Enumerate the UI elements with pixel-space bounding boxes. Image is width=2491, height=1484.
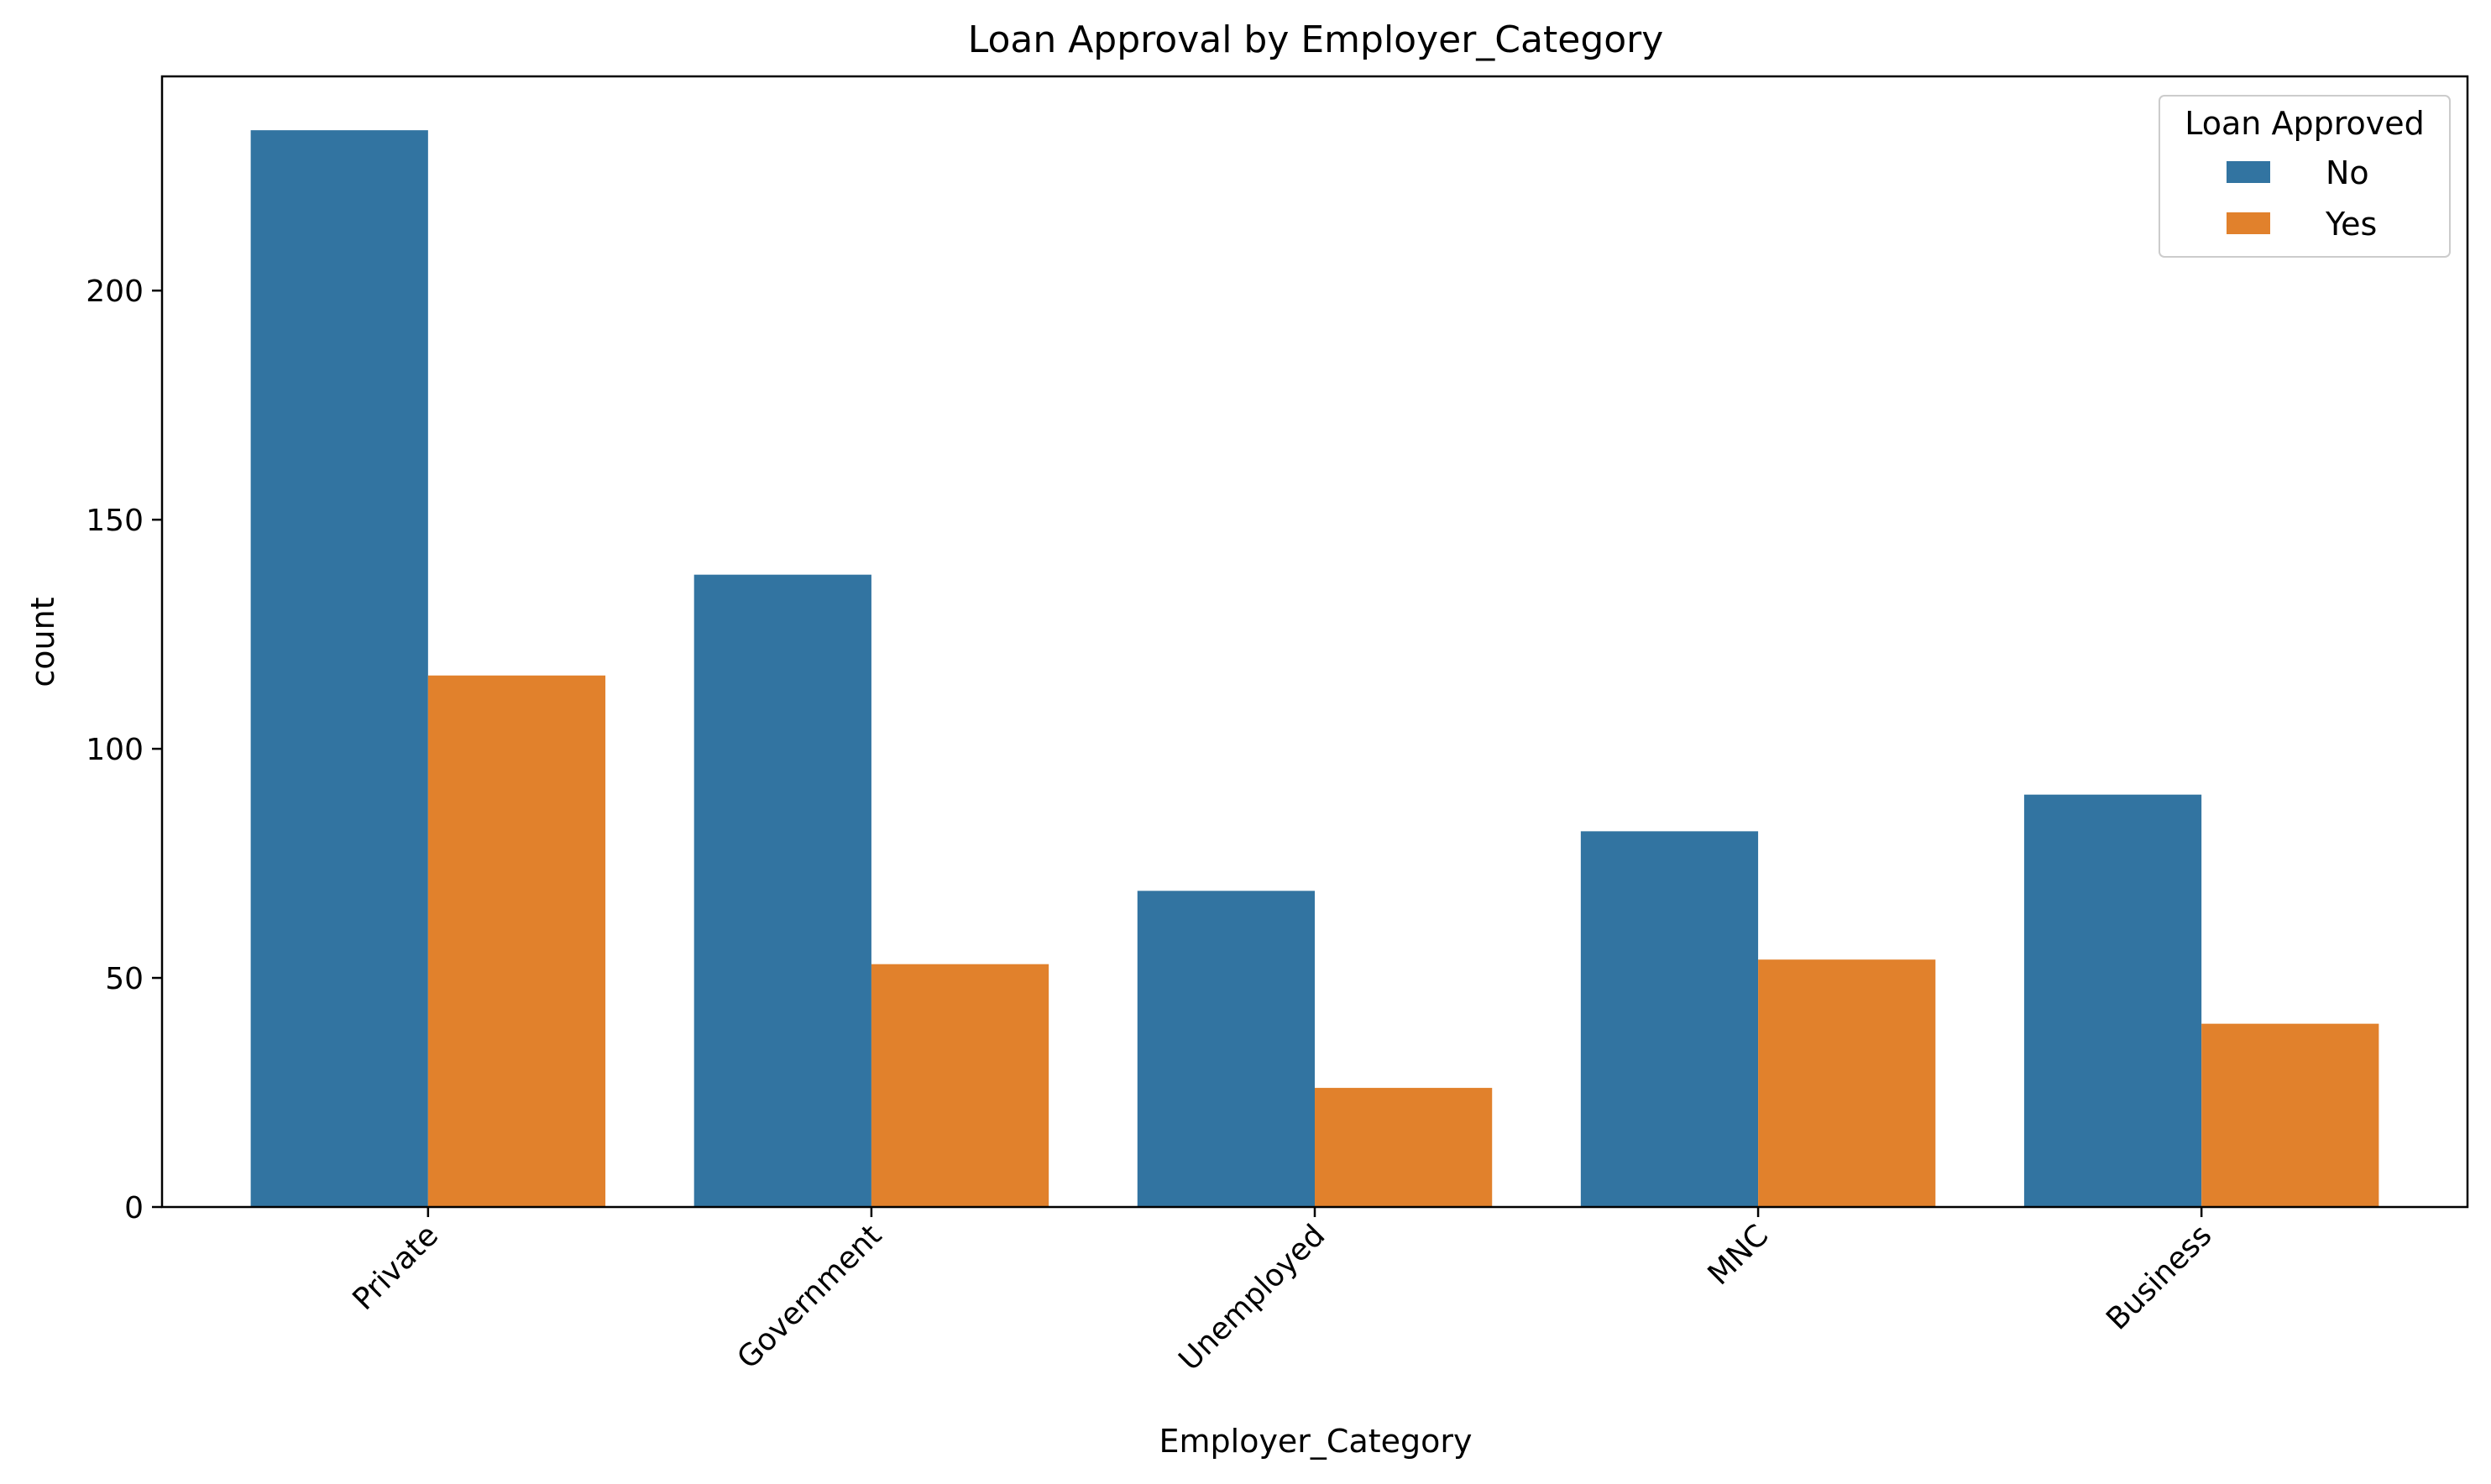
legend-label-no: No: [2326, 154, 2369, 191]
legend: Loan Approved No Yes: [2159, 95, 2451, 258]
x-axis: Private Government Unemployed MNC Business: [346, 1207, 2219, 1377]
x-tick-label: Unemployed: [1172, 1218, 1332, 1377]
legend-label-yes: Yes: [2325, 206, 2377, 243]
y-axis: 0 50 100 150 200: [86, 274, 162, 1225]
y-tick-label: 0: [124, 1191, 144, 1225]
y-tick-label: 50: [105, 962, 144, 996]
bar-private-no: [250, 130, 428, 1207]
bar-unemployed-yes: [1315, 1088, 1493, 1207]
bar-mnc-no: [1580, 831, 1759, 1207]
y-tick-label: 100: [86, 733, 144, 767]
bar-business-yes: [2201, 1023, 2379, 1207]
x-axis-label: Employer_Category: [1159, 1423, 1472, 1460]
bar-government-yes: [871, 964, 1049, 1207]
plot-frame: [160, 75, 2469, 1209]
x-tick-label: Private: [346, 1218, 445, 1317]
y-tick-label: 200: [86, 274, 144, 309]
bar-unemployed-no: [1137, 891, 1315, 1207]
x-tick-label: MNC: [1702, 1218, 1776, 1292]
y-tick-label: 150: [86, 504, 144, 538]
bars-group: [250, 130, 2379, 1207]
chart-title: Loan Approval by Employer_Category: [968, 18, 1664, 61]
legend-swatch-yes: [2227, 212, 2270, 234]
y-axis-label: count: [24, 597, 61, 687]
bar-private-yes: [427, 675, 606, 1207]
bar-government-no: [693, 574, 871, 1207]
bar-mnc-yes: [1758, 959, 1936, 1207]
x-tick-label: Business: [2100, 1218, 2218, 1336]
bar-business-no: [2023, 794, 2202, 1207]
x-tick-label: Government: [731, 1218, 889, 1376]
legend-title: Loan Approved: [2185, 105, 2424, 142]
legend-swatch-no: [2227, 161, 2270, 183]
